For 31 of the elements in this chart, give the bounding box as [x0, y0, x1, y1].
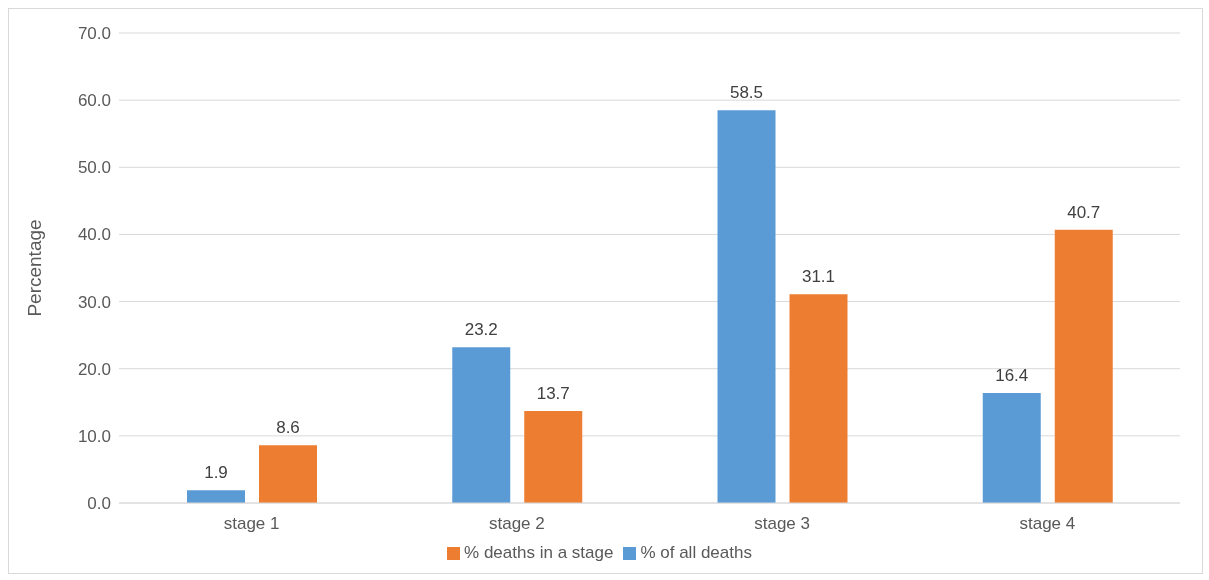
data-label: 8.6: [276, 418, 300, 438]
bar: [452, 347, 511, 503]
bar: [524, 411, 583, 503]
y-tick-label: 50.0: [77, 158, 111, 178]
data-label: 16.4: [995, 365, 1029, 385]
bar: [982, 392, 1041, 503]
data-label: 1.9: [204, 463, 228, 483]
bar: [717, 110, 776, 503]
y-tick-label: 40.0: [77, 225, 111, 245]
data-label: 13.7: [536, 384, 570, 404]
legend-label: % of all deaths: [640, 543, 752, 562]
x-tick-label: stage 4: [1019, 514, 1076, 534]
bar: [789, 294, 848, 503]
x-tick-label: stage 3: [754, 514, 811, 534]
data-label: 40.7: [1067, 202, 1101, 222]
legend-label: % deaths in a stage: [464, 543, 614, 562]
bar: [259, 445, 317, 503]
data-label: 31.1: [801, 267, 836, 287]
data-label: 58.5: [729, 83, 764, 103]
y-tick-label: 30.0: [77, 292, 111, 312]
x-tick-label: stage 1: [223, 514, 280, 534]
y-tick-label: 20.0: [77, 359, 111, 379]
bar: [1054, 229, 1113, 503]
y-tick-label: 0.0: [87, 494, 111, 514]
y-tick-label: 10.0: [77, 426, 111, 446]
data-label: 23.2: [464, 320, 498, 340]
y-tick-label: 70.0: [77, 24, 111, 44]
y-tick-label: 60.0: [77, 91, 111, 111]
bar: [187, 490, 245, 503]
x-tick-label: stage 2: [488, 514, 545, 534]
y-axis-title: Percentage: [23, 219, 45, 317]
